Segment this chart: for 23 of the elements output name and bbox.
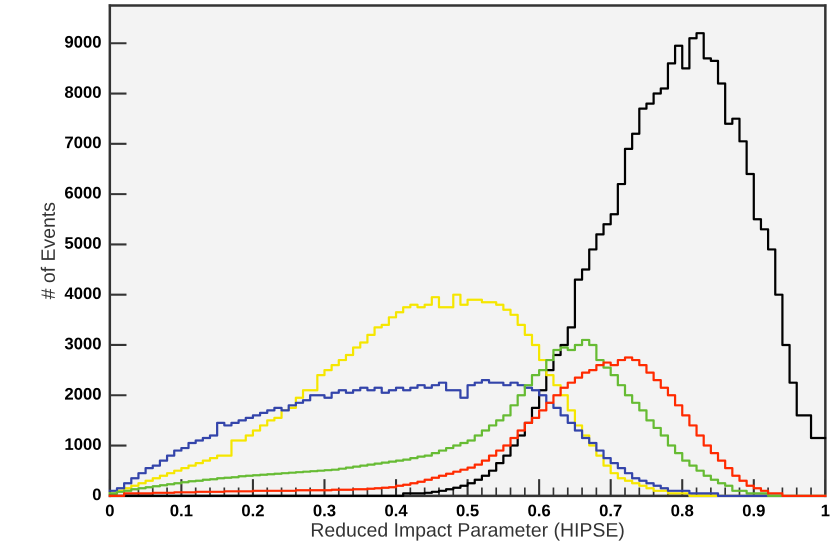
y-tick-label: 4000 (64, 287, 101, 300)
x-axis-title: Reduced Impact Parameter (HIPSE) (312, 522, 624, 541)
x-tick-label: 0.1 (170, 504, 192, 516)
x-tick-label: 0.4 (385, 504, 408, 516)
y-tick-label: 8000 (64, 86, 101, 98)
x-tick-label: 0.6 (528, 504, 550, 516)
x-tick-label: 0.8 (671, 504, 694, 516)
x-tick-label: 0.7 (600, 504, 622, 516)
y-tick-label: 2000 (64, 388, 101, 400)
y-tick-label: 5000 (64, 237, 101, 249)
x-tick-label: 0.2 (242, 504, 264, 516)
x-tick-label: 1 (822, 504, 830, 516)
y-tick-label: 6000 (65, 186, 101, 199)
x-tick-label: 0.3 (314, 504, 336, 516)
y-tick-label: 9000 (64, 36, 101, 48)
y-tick-label: 1000 (65, 438, 101, 450)
y-axis-title: # of Events (40, 202, 56, 300)
y-tick-label: 0 (92, 488, 101, 500)
y-tick-label: 3000 (64, 338, 101, 350)
x-tick-label: 0 (106, 504, 114, 516)
x-tick-label: 0.5 (456, 504, 479, 516)
x-tick-label: 0.9 (742, 504, 765, 516)
y-tick-label: 7000 (65, 136, 101, 148)
